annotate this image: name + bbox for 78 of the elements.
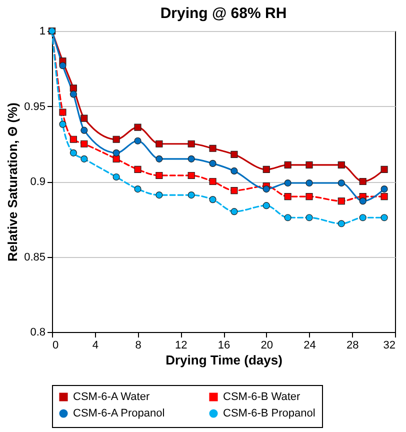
- point: [70, 84, 77, 92]
- point: [380, 214, 388, 222]
- y-tick-label: 0.9: [30, 176, 46, 188]
- point: [188, 140, 195, 148]
- chart-title: Drying @ 68% RH: [160, 5, 287, 22]
- y-tick-label: 0.8: [30, 326, 46, 338]
- point: [380, 166, 388, 173]
- point: [284, 214, 292, 222]
- point: [306, 161, 313, 168]
- y-tick-label: 0.85: [24, 251, 46, 264]
- point: [284, 179, 292, 187]
- legend-label: CSM-6-B Propanol: [223, 408, 316, 420]
- point: [134, 137, 142, 144]
- legend-label: CSM-6-A Propanol: [73, 408, 165, 420]
- point: [262, 185, 270, 193]
- point: [338, 179, 345, 187]
- point: [156, 172, 163, 180]
- point: [80, 114, 88, 122]
- point: [134, 124, 142, 131]
- point: [306, 193, 313, 200]
- point: [209, 160, 216, 167]
- point: [359, 214, 366, 222]
- point: [80, 155, 88, 162]
- point: [59, 62, 66, 70]
- point: [359, 198, 366, 205]
- point: [70, 90, 77, 98]
- point: [112, 173, 120, 181]
- point: [112, 155, 120, 162]
- point: [338, 220, 345, 228]
- point: [262, 166, 270, 173]
- point: [209, 144, 216, 152]
- point: [188, 192, 195, 199]
- point: [306, 179, 313, 187]
- x-axis-title: Drying Time (days): [166, 352, 282, 368]
- point: [188, 155, 195, 162]
- x-tick-label: 0: [52, 340, 59, 352]
- point: [338, 161, 345, 168]
- point: [134, 185, 142, 193]
- x-tick-label: 12: [175, 340, 188, 352]
- point: [156, 192, 163, 199]
- point: [230, 186, 238, 194]
- legend-label: CSM-6-B Water: [223, 390, 301, 403]
- point: [209, 196, 216, 204]
- point: [338, 198, 345, 205]
- point: [230, 167, 238, 174]
- y-tick-label: 1: [39, 26, 46, 38]
- point: [156, 140, 163, 148]
- point: [380, 185, 388, 193]
- point: [284, 161, 292, 168]
- point: [112, 136, 120, 143]
- x-tick-label: 8: [135, 340, 142, 352]
- x-tick-label: 4: [92, 340, 98, 352]
- x-tick-label: 28: [346, 340, 359, 352]
- point: [230, 208, 238, 216]
- x-tick-label: 16: [218, 340, 230, 352]
- point: [380, 193, 388, 200]
- point: [188, 172, 195, 180]
- point: [112, 149, 120, 156]
- x-tick-label: 20: [260, 340, 273, 352]
- legend-label: CSM-6-A Water: [73, 390, 150, 403]
- point: [59, 120, 66, 128]
- x-tick-label: 32: [383, 340, 396, 352]
- point: [59, 108, 66, 116]
- point: [284, 193, 292, 200]
- point: [156, 155, 163, 162]
- point: [306, 214, 313, 222]
- point: [262, 202, 270, 210]
- point: [359, 178, 366, 186]
- point: [80, 140, 88, 148]
- x-tick-label: 24: [304, 340, 316, 352]
- point: [230, 150, 238, 158]
- y-axis-title: Relative Saturation, Θ (%): [5, 102, 20, 262]
- point: [209, 178, 216, 186]
- point: [134, 166, 142, 173]
- y-tick-label: 0.95: [24, 100, 46, 113]
- point: [70, 136, 77, 143]
- point: [70, 149, 77, 156]
- point: [80, 126, 88, 134]
